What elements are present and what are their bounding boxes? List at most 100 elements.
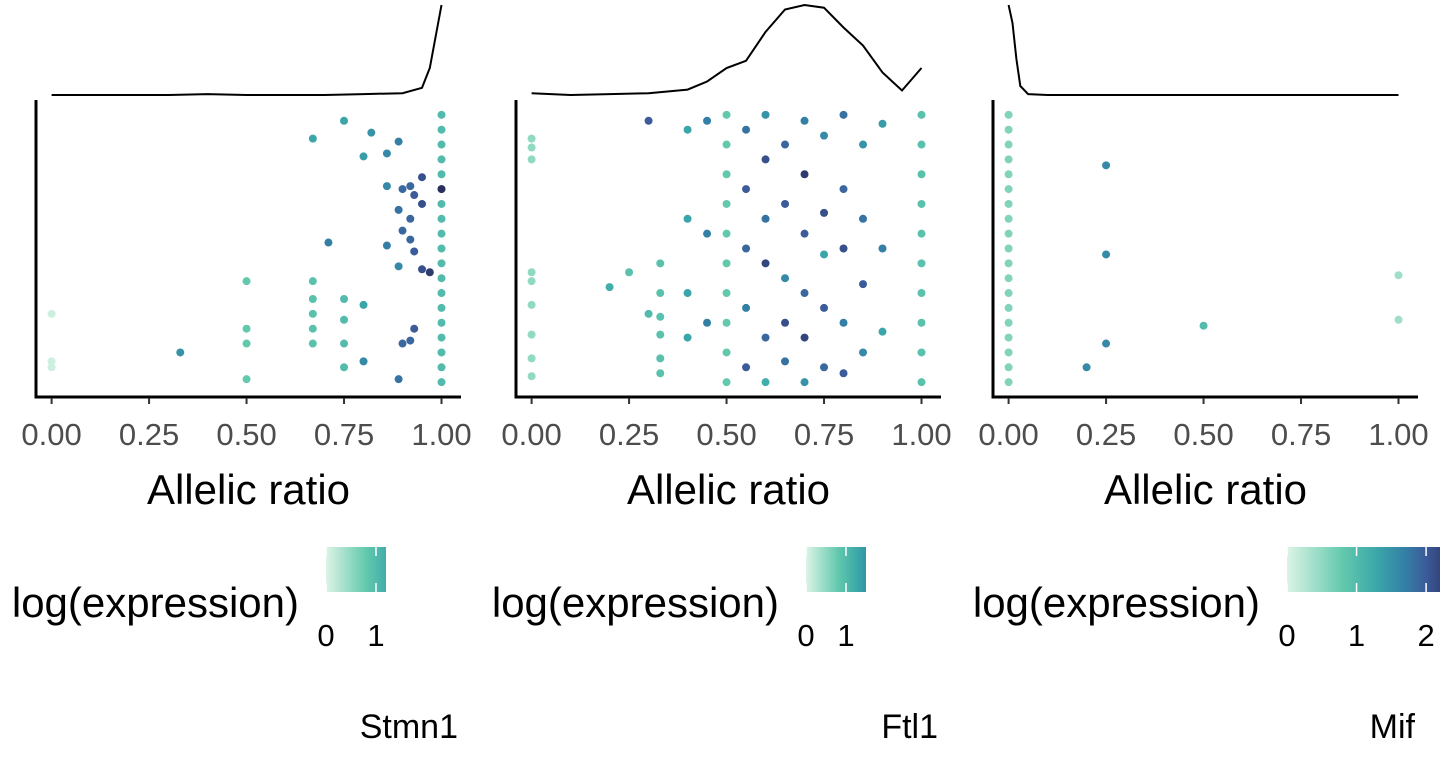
point	[656, 312, 665, 321]
point	[722, 259, 731, 268]
point	[340, 116, 349, 125]
point	[398, 185, 407, 194]
point	[644, 116, 653, 125]
point	[308, 324, 317, 333]
point	[527, 330, 536, 339]
point	[308, 294, 317, 303]
point	[437, 185, 446, 194]
point	[527, 277, 536, 286]
point	[1004, 289, 1013, 298]
point	[781, 318, 790, 327]
point	[722, 318, 731, 327]
point	[722, 229, 731, 238]
point	[1004, 348, 1013, 357]
point	[820, 131, 829, 140]
point	[437, 125, 446, 134]
point	[1199, 321, 1208, 330]
point	[800, 378, 809, 387]
point	[406, 235, 415, 244]
point	[1082, 363, 1091, 372]
point	[308, 339, 317, 348]
density-line	[1007, 4, 1399, 96]
point	[859, 280, 868, 289]
point	[820, 208, 829, 217]
point	[437, 333, 446, 342]
point	[406, 214, 415, 223]
x-tick-label: 0.25	[599, 417, 659, 452]
point	[644, 309, 653, 318]
point	[839, 318, 848, 327]
point	[527, 143, 536, 152]
colorbar-tick-label: 1	[837, 618, 854, 653]
point	[1004, 125, 1013, 134]
point	[47, 357, 56, 366]
point	[839, 369, 848, 378]
point	[418, 265, 427, 274]
density-line	[51, 4, 443, 96]
point	[1004, 378, 1013, 387]
point	[1102, 339, 1111, 348]
point	[917, 199, 926, 208]
point	[47, 363, 56, 372]
point	[839, 185, 848, 194]
point	[437, 318, 446, 327]
colorbar-tick-label: 2	[1417, 618, 1434, 653]
point	[800, 229, 809, 238]
x-tick-label: 0.00	[978, 417, 1038, 452]
colorbar-tick-label: 0	[797, 618, 814, 653]
point	[703, 229, 712, 238]
x-tick-label: 0.50	[696, 417, 756, 452]
point	[324, 238, 333, 247]
point	[398, 226, 407, 235]
point	[1004, 363, 1013, 372]
point	[800, 170, 809, 179]
point	[703, 116, 712, 125]
point	[1004, 170, 1013, 179]
legend-title: log(expression)	[12, 579, 299, 626]
point	[820, 363, 829, 372]
point	[656, 369, 665, 378]
point	[359, 300, 368, 309]
point	[781, 274, 790, 283]
point	[394, 262, 403, 271]
density-line	[531, 3, 923, 97]
point	[1004, 303, 1013, 312]
point	[722, 289, 731, 298]
point	[917, 140, 926, 149]
point	[1394, 271, 1403, 280]
point	[47, 309, 56, 318]
point	[800, 333, 809, 342]
point	[761, 214, 770, 223]
point	[742, 185, 751, 194]
x-tick-label: 1.00	[411, 417, 471, 452]
x-tick-label: 0.75	[314, 417, 374, 452]
point	[527, 155, 536, 164]
point	[437, 363, 446, 372]
point	[394, 375, 403, 384]
point	[1102, 250, 1111, 259]
point	[917, 170, 926, 179]
point	[656, 259, 665, 268]
x-tick-label: 0.25	[119, 417, 179, 452]
point	[656, 330, 665, 339]
point	[1004, 185, 1013, 194]
point	[359, 357, 368, 366]
point	[917, 378, 926, 387]
point	[382, 241, 391, 250]
colorbar	[1287, 547, 1440, 592]
colorbar-tick-label: 0	[1278, 618, 1295, 653]
point	[406, 336, 415, 345]
point	[839, 244, 848, 253]
point	[437, 289, 446, 298]
x-tick-label: 0.25	[1076, 417, 1136, 452]
point	[437, 244, 446, 253]
x-tick-label: 0.75	[1271, 417, 1331, 452]
point	[917, 318, 926, 327]
point	[242, 339, 251, 348]
point	[1004, 318, 1013, 327]
point	[1004, 110, 1013, 119]
point	[1004, 274, 1013, 283]
x-tick-label: 0.50	[216, 417, 276, 452]
